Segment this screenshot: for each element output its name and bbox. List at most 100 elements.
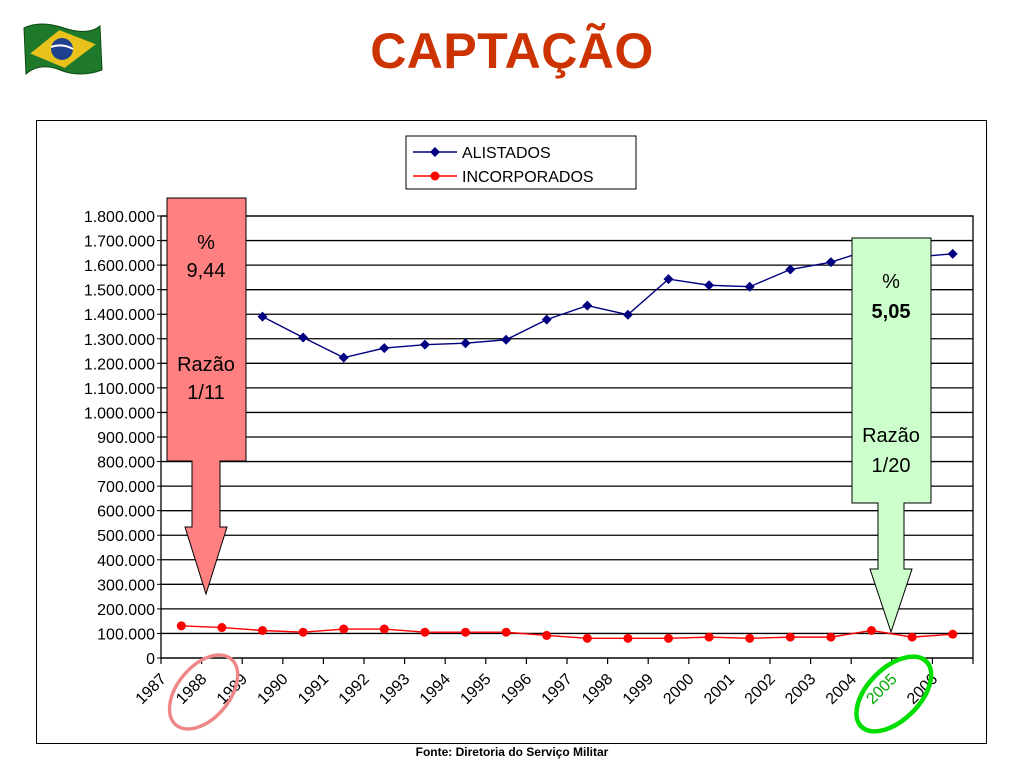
data-point-incorporados bbox=[948, 629, 958, 639]
legend-label: INCORPORADOS bbox=[462, 169, 594, 186]
x-tick-label: 1999 bbox=[620, 671, 657, 708]
x-tick-label: 1988 bbox=[173, 671, 210, 708]
data-point-incorporados bbox=[176, 621, 186, 631]
series-line-incorporados bbox=[181, 625, 953, 640]
callout-left: % 9,44 Razão 1/11 bbox=[166, 197, 247, 596]
callout-left-pct-value: 9,44 bbox=[187, 260, 226, 282]
y-tick-label: 400.000 bbox=[97, 553, 155, 570]
data-point-incorporados bbox=[704, 632, 714, 642]
highlight-circle-left bbox=[167, 653, 240, 731]
data-point-alistados bbox=[663, 274, 674, 285]
callout-right-ratio-value: 1/20 bbox=[872, 455, 911, 477]
callout-left-pct-label: % bbox=[197, 232, 215, 254]
brazil-flag-icon bbox=[23, 23, 103, 76]
data-point-alistados bbox=[257, 311, 268, 322]
data-point-incorporados bbox=[339, 624, 349, 634]
y-tick-label: 200.000 bbox=[97, 602, 155, 619]
page-title: CAPTAÇÃO bbox=[370, 23, 654, 79]
data-point-incorporados bbox=[867, 625, 876, 635]
legend-marker bbox=[430, 171, 440, 181]
y-tick-label: 1.600.000 bbox=[84, 258, 155, 275]
x-tick-label: 2004 bbox=[823, 671, 860, 708]
callout-right-shape bbox=[851, 237, 932, 634]
x-tick-label: 1993 bbox=[376, 671, 413, 708]
callout-left-shape bbox=[166, 197, 247, 596]
y-tick-label: 1.800.000 bbox=[84, 209, 155, 226]
x-tick-label: 1992 bbox=[336, 671, 373, 708]
data-point-alistados bbox=[582, 300, 593, 311]
x-tick-label: 1997 bbox=[539, 671, 576, 708]
data-point-incorporados bbox=[826, 632, 836, 642]
y-tick-label: 700.000 bbox=[97, 479, 155, 496]
x-tick-label: 1996 bbox=[498, 671, 535, 708]
data-point-alistados bbox=[541, 314, 552, 325]
x-tick-label: 1989 bbox=[214, 671, 251, 708]
y-tick-label: 900.000 bbox=[97, 430, 155, 447]
x-tick-label: 1998 bbox=[579, 671, 616, 708]
data-point-incorporados bbox=[582, 633, 592, 643]
x-tick-label: 1991 bbox=[295, 671, 332, 708]
data-point-incorporados bbox=[623, 633, 633, 643]
data-point-alistados bbox=[947, 248, 958, 259]
x-tick-label: 2001 bbox=[701, 671, 738, 708]
data-point-alistados bbox=[622, 309, 633, 320]
y-tick-label: 300.000 bbox=[97, 577, 155, 594]
y-tick-label: 1.100.000 bbox=[84, 381, 155, 398]
callout-right-pct-label: % bbox=[882, 271, 900, 293]
data-point-alistados bbox=[298, 332, 309, 343]
chart-frame: 0 100.000 200.000 300.000 400.000 500.000 600.… bbox=[36, 120, 987, 744]
x-tick-label: 1995 bbox=[457, 671, 494, 708]
x-tick-label: 2003 bbox=[782, 671, 819, 708]
legend-box bbox=[405, 135, 637, 190]
data-point-alistados bbox=[379, 343, 390, 354]
y-tick-label: 500.000 bbox=[97, 528, 155, 545]
data-point-alistados bbox=[501, 334, 512, 345]
data-point-incorporados bbox=[379, 624, 389, 634]
x-tick-label: 1994 bbox=[417, 671, 454, 708]
callout-left-ratio-value: 1/11 bbox=[187, 382, 224, 404]
data-point-incorporados bbox=[907, 632, 917, 642]
data-point-incorporados bbox=[217, 623, 227, 633]
y-tick-label: 1.500.000 bbox=[84, 283, 155, 300]
series-line-alistados bbox=[262, 248, 953, 359]
data-point-incorporados bbox=[664, 633, 673, 643]
data-point-alistados bbox=[460, 338, 471, 349]
data-point-alistados bbox=[338, 352, 349, 363]
data-point-alistados bbox=[744, 281, 755, 292]
y-tick-label: 600.000 bbox=[97, 504, 155, 521]
x-tick-label: 1990 bbox=[254, 671, 291, 708]
data-point-incorporados bbox=[745, 633, 755, 643]
line-chart: 0 100.000 200.000 300.000 400.000 500.000 600.… bbox=[84, 135, 974, 734]
data-point-incorporados bbox=[785, 632, 795, 642]
y-tick-label: 1.200.000 bbox=[84, 356, 155, 373]
source-note: Fonte: Diretoria do Serviço Militar bbox=[415, 745, 609, 759]
data-point-incorporados bbox=[258, 625, 267, 635]
data-point-incorporados bbox=[542, 630, 552, 640]
callout-right: % 5,05 Razão 1/20 bbox=[851, 237, 932, 634]
y-tick-label: 1.000.000 bbox=[84, 405, 155, 422]
data-point-incorporados bbox=[298, 627, 308, 637]
x-tick-label: 2002 bbox=[742, 671, 779, 708]
data-point-incorporados bbox=[501, 627, 511, 637]
callout-right-pct-value: 5,05 bbox=[872, 301, 911, 323]
x-tick-label: 1987 bbox=[133, 671, 170, 708]
data-point-alistados bbox=[785, 264, 796, 275]
data-point-alistados bbox=[825, 257, 836, 268]
y-tick-label: 1.400.000 bbox=[84, 307, 155, 324]
data-point-incorporados bbox=[461, 627, 470, 637]
x-tick-label: 2005 bbox=[863, 671, 900, 708]
y-tick-label: 1.700.000 bbox=[84, 234, 155, 251]
y-tick-label: 1.300.000 bbox=[84, 332, 155, 349]
y-tick-label: 800.000 bbox=[97, 455, 155, 472]
legend-marker bbox=[430, 147, 440, 157]
data-point-incorporados bbox=[420, 627, 430, 637]
legend-label: ALISTADOS bbox=[462, 145, 551, 162]
data-point-alistados bbox=[419, 339, 430, 350]
data-point-alistados bbox=[704, 280, 715, 291]
y-tick-label: 100.000 bbox=[97, 626, 155, 643]
x-tick-label: 2000 bbox=[660, 671, 697, 708]
callout-right-ratio-label: Razão bbox=[862, 425, 920, 447]
legend: ALISTADOS INCORPORADOS bbox=[405, 135, 637, 190]
highlight-circle-right bbox=[854, 654, 934, 734]
callout-left-ratio-label: Razão bbox=[177, 354, 235, 376]
